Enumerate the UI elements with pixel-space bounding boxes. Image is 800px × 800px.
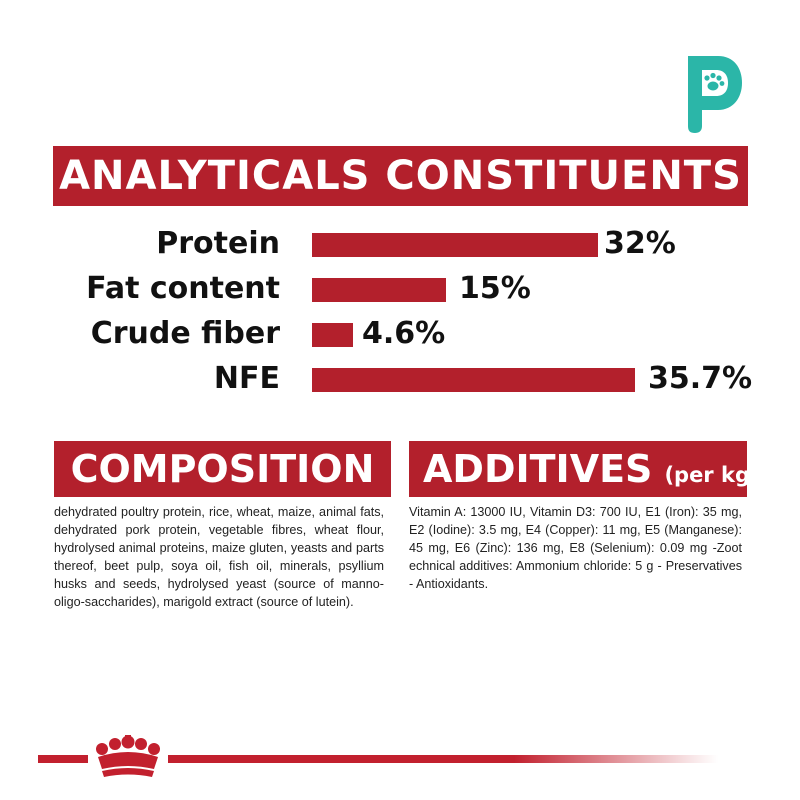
row-label-nfe: NFE [213,361,280,396]
footer-line [38,755,718,763]
row-label-fiber: Crude fiber [90,316,280,351]
bar-fiber [312,323,353,347]
additives-subtitle: (per kg) [664,463,760,487]
row-value-nfe: 35.7% [648,361,753,396]
row-label-fat: Fat content [86,271,280,306]
paw-icon [688,56,742,133]
row-value-fiber: 4.6% [362,316,446,351]
bar-fat [312,278,446,302]
crown-icon [88,735,168,781]
bar-nfe [312,368,635,392]
composition-title: COMPOSITION [54,441,391,497]
bar-protein [312,233,598,257]
composition-text: dehydrated poultry protein, rice, wheat,… [54,505,384,609]
additives-text: Vitamin A: 13000 IU, Vitamin D3: 700 IU,… [409,505,742,591]
additives-title: ADDITIVES [423,447,653,491]
analytics-title: ANALYTICALS CONSTITUENTS [53,146,748,206]
row-value-protein: 32% [604,226,676,261]
row-value-fat: 15% [459,271,531,306]
row-label-protein: Protein [156,226,280,261]
additives-banner: ADDITIVES (per kg) [409,441,760,497]
